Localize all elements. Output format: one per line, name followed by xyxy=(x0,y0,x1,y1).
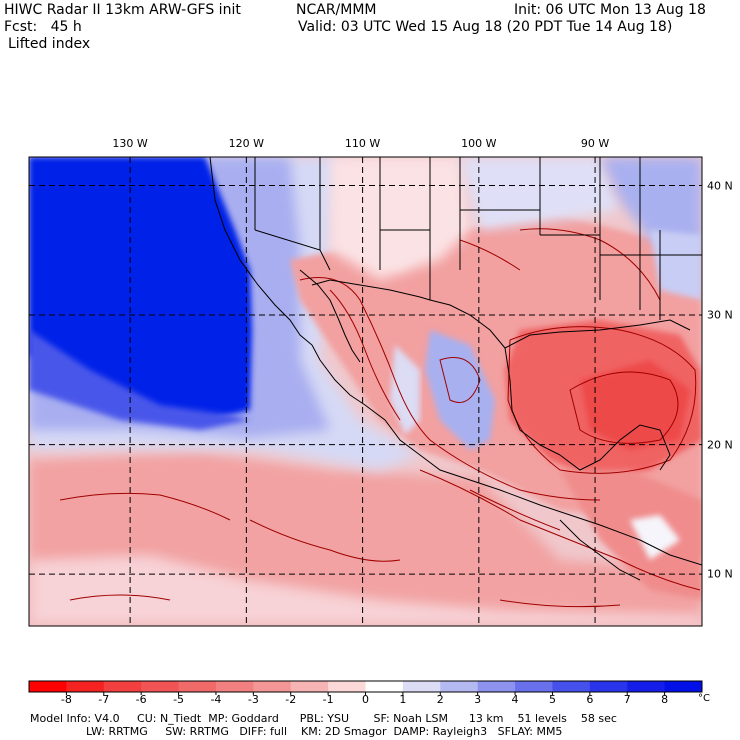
colorbar-swatch xyxy=(589,681,628,692)
southeast-weak-stable-region xyxy=(650,230,702,300)
colorbar-swatch xyxy=(103,681,142,692)
caribbean-neutral-patch xyxy=(630,515,680,560)
colorbar-tick-label: 7 xyxy=(623,693,631,706)
gulf-north-coastline xyxy=(504,319,691,349)
forecast-hour: Fcst: 45 h xyxy=(4,19,82,35)
colorbar-tick-label: 8 xyxy=(661,693,669,706)
organization-label: NCAR/MMM xyxy=(296,2,377,18)
colorbar-swatch xyxy=(440,681,479,692)
us-mexico-border xyxy=(311,279,431,301)
mexico-pacific-coastline xyxy=(311,344,702,566)
colorbar-tick-label: 1 xyxy=(399,693,407,706)
model-info-line1: Model Info: V4.0 CU: N_Tiedt MP: Goddard… xyxy=(30,712,617,725)
colorbar-tick-label: -4 xyxy=(210,693,222,706)
central-america-borders xyxy=(559,519,641,581)
colorbar-tick-label: -5 xyxy=(173,693,185,706)
colorbar-tick-label: 5 xyxy=(548,693,556,706)
colorbar-swatch xyxy=(253,681,292,692)
colorbar xyxy=(28,680,703,695)
longitude-label: 130 W xyxy=(112,137,148,150)
pacific-coastline xyxy=(209,157,313,346)
colorbar-unit: °C xyxy=(698,693,710,704)
colorbar-swatch xyxy=(328,681,366,692)
valid-time: Valid: 03 UTC Wed 15 Aug 18 (20 PDT Tue … xyxy=(298,19,673,35)
sierra-madre-neutral-region xyxy=(390,345,420,435)
latitude-label: 30 N xyxy=(707,308,733,322)
colorbar-swatch xyxy=(552,681,591,692)
colorbar-tick-label: 0 xyxy=(362,693,369,706)
colorbar-tick-label: -7 xyxy=(98,693,110,706)
yucatan-coastline xyxy=(559,424,671,471)
colorbar-swatch xyxy=(29,681,67,692)
longitude-label: 100 W xyxy=(461,137,497,150)
colorbar-tick-label: -3 xyxy=(247,693,259,706)
longitude-label: 120 W xyxy=(228,137,265,150)
colorbar-swatch xyxy=(141,681,180,692)
longitude-label: 110 W xyxy=(344,137,381,150)
model-title: HIWC Radar II 13km ARW-GFS init xyxy=(4,2,241,18)
colorbar-swatch xyxy=(627,681,666,692)
colorbar-swatch xyxy=(515,681,553,692)
colorbar-swatch xyxy=(215,681,254,692)
latitude-label: 20 N xyxy=(707,438,733,452)
graticule xyxy=(29,157,702,626)
colorbar-tick-label: -1 xyxy=(322,693,334,706)
colorbar-tick-label: 6 xyxy=(586,693,594,706)
colorbar-swatch xyxy=(402,681,441,692)
mexican-plateau-stable-region xyxy=(425,330,495,450)
model-info-line2: LW: RRTMG SW: RRTMG DIFF: full KM: 2D Sm… xyxy=(30,725,563,738)
latitude-label: 40 N xyxy=(707,179,733,192)
colorbar-swatch xyxy=(365,681,404,692)
gulf-west-coastline xyxy=(504,347,561,456)
longitude-label: 90 W xyxy=(580,137,610,150)
colorbar-swatch xyxy=(664,681,703,692)
us-interior-neutral-region xyxy=(330,157,470,280)
colorbar-swatch xyxy=(178,681,217,692)
colorbar-tick-label: -6 xyxy=(135,693,147,706)
init-time: Init: 06 UTC Mon 13 Aug 18 xyxy=(514,2,706,18)
baja-peninsula xyxy=(299,269,361,363)
colorbar-tick-label: -8 xyxy=(60,693,72,706)
instability-contours xyxy=(59,228,701,608)
pacific-strongly-stable-region xyxy=(29,157,252,420)
state-borders xyxy=(254,157,702,320)
latitude-label: 10 N xyxy=(707,567,733,581)
colorbar-tick-label: 2 xyxy=(436,693,444,706)
pacific-stable-edge xyxy=(29,330,250,430)
midwest-stable-region xyxy=(600,157,702,250)
colorbar-tick-label: 4 xyxy=(511,693,519,706)
far-south-neutral-region xyxy=(29,555,702,626)
colorbar-swatch xyxy=(66,681,105,692)
gulf-core-unstable-region xyxy=(580,360,690,450)
colorbar-swatch xyxy=(290,681,329,692)
colorbar-swatch xyxy=(477,681,516,692)
colorbar-tick-label: 3 xyxy=(474,693,482,706)
colorbar-tick-label: -2 xyxy=(285,693,297,706)
map-frame xyxy=(28,156,703,627)
field-name: Lifted index xyxy=(8,36,91,52)
